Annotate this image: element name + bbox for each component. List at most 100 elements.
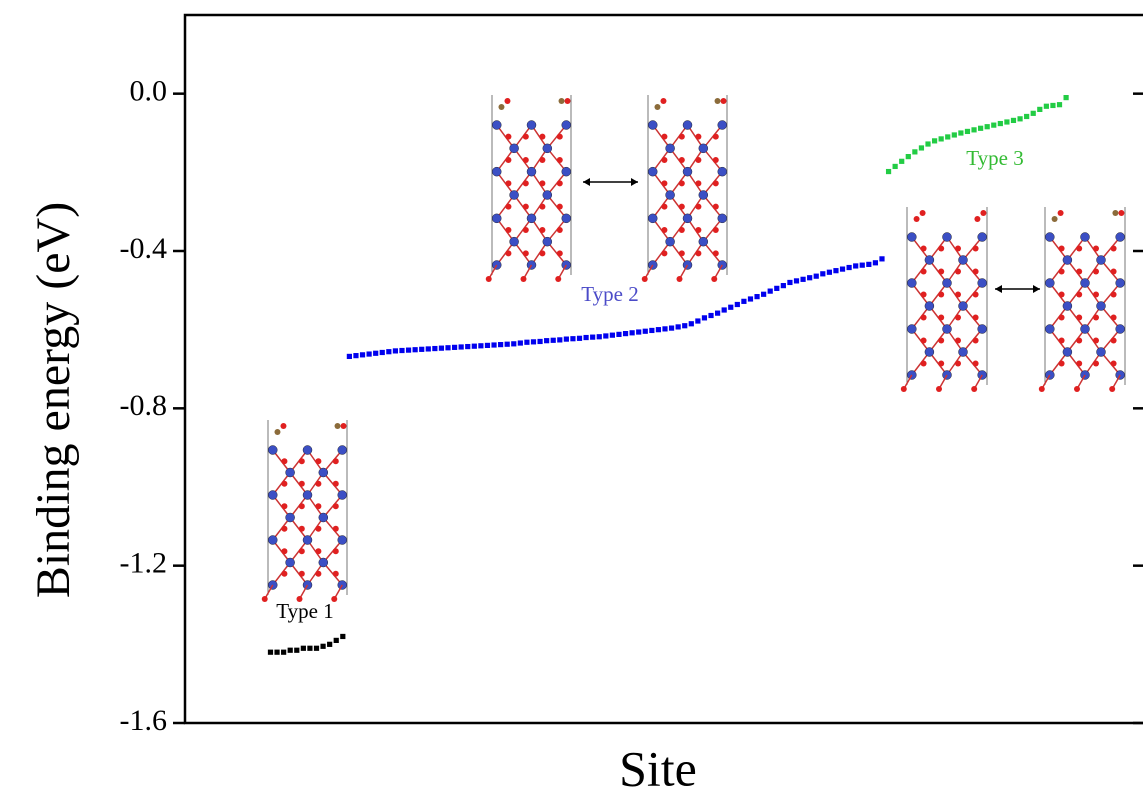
metal-atom <box>925 256 934 265</box>
point <box>1024 114 1029 119</box>
oxygen-atom <box>539 227 545 233</box>
oxygen-atom <box>539 134 545 140</box>
point <box>327 642 332 647</box>
structure <box>1039 207 1125 392</box>
point <box>820 271 825 276</box>
oxygen-atom <box>695 134 701 140</box>
metal-atom <box>925 348 934 357</box>
metal-atom <box>648 121 657 130</box>
oxygen-atom <box>315 458 321 464</box>
point <box>301 646 306 651</box>
metal-atom <box>543 191 552 200</box>
metal-atom <box>1097 302 1106 311</box>
oxygen-atom <box>936 386 942 392</box>
oxygen-atom <box>921 315 927 321</box>
point <box>465 344 470 349</box>
metal-atom <box>907 325 916 334</box>
point <box>985 124 990 129</box>
series-label: Type 1 <box>276 599 333 623</box>
oxygen-atom <box>661 134 667 140</box>
point <box>353 353 358 358</box>
point <box>386 349 391 354</box>
oxygen-atom <box>523 134 529 140</box>
point <box>557 337 562 342</box>
point <box>320 644 325 649</box>
oxygen-atom <box>1093 292 1099 298</box>
oxygen-atom <box>341 423 347 429</box>
oxygen-atom <box>1111 338 1117 344</box>
point <box>893 164 898 169</box>
metal-atom <box>510 237 519 246</box>
oxygen-atom <box>1111 361 1117 367</box>
oxygen-atom <box>938 338 944 344</box>
point <box>695 318 700 323</box>
oxygen-atom <box>921 269 927 275</box>
oxygen-atom <box>973 338 979 344</box>
point <box>452 345 457 350</box>
point <box>873 260 878 265</box>
oxygen-atom <box>971 386 977 392</box>
oxygen-atom <box>315 526 321 532</box>
point <box>794 278 799 283</box>
metal-atom <box>338 446 347 455</box>
oxygen-atom <box>1059 338 1065 344</box>
point <box>1031 111 1036 116</box>
oxygen-atom <box>281 503 287 509</box>
oxygen-atom <box>713 157 719 163</box>
oxygen-atom <box>555 276 561 282</box>
oxygen-atom <box>713 250 719 256</box>
y-tick-label: -1.2 <box>120 547 168 580</box>
point <box>748 296 753 301</box>
oxygen-atom <box>333 458 339 464</box>
oxygen-atom <box>1059 361 1065 367</box>
oxygen-atom <box>539 204 545 210</box>
metal-atom <box>1116 233 1125 242</box>
oxygen-atom <box>505 250 511 256</box>
metal-atom <box>1045 325 1054 334</box>
point <box>472 344 477 349</box>
oxygen-atom <box>955 315 961 321</box>
series-label: Type 3 <box>966 146 1023 170</box>
oxygen-atom <box>938 361 944 367</box>
point <box>728 305 733 310</box>
oxygen-atom <box>557 227 563 233</box>
oxygen-atom <box>1076 361 1082 367</box>
point <box>432 346 437 351</box>
oxygen-atom <box>677 276 683 282</box>
oxygen-atom <box>539 250 545 256</box>
metal-atom <box>683 121 692 130</box>
oxygen-atom <box>539 157 545 163</box>
structure <box>486 95 571 282</box>
metal-atom <box>718 214 727 223</box>
point <box>531 339 536 344</box>
metal-atom <box>978 279 987 288</box>
metal-atom <box>286 468 295 477</box>
metal-atom <box>959 256 968 265</box>
point <box>682 323 687 328</box>
oxygen-atom <box>1076 269 1082 275</box>
point <box>340 634 345 639</box>
point <box>630 330 635 335</box>
point <box>722 307 727 312</box>
metal-atom <box>718 167 727 176</box>
metal-atom <box>666 144 675 153</box>
point <box>413 347 418 352</box>
point <box>879 256 884 261</box>
metal-atom <box>907 233 916 242</box>
oxygen-atom <box>679 180 685 186</box>
point <box>281 650 286 655</box>
point <box>380 350 385 355</box>
y-tick-label: -1.6 <box>120 704 168 737</box>
oxygen-atom <box>955 338 961 344</box>
adsorbate-atom <box>974 216 980 222</box>
point <box>445 345 450 350</box>
oxygen-atom <box>281 481 287 487</box>
structures <box>262 95 1125 602</box>
point <box>268 650 273 655</box>
oxygen-atom <box>1039 386 1045 392</box>
point <box>583 335 588 340</box>
oxygen-atom <box>1076 246 1082 252</box>
point <box>689 321 694 326</box>
point <box>274 650 279 655</box>
oxygen-atom <box>695 204 701 210</box>
